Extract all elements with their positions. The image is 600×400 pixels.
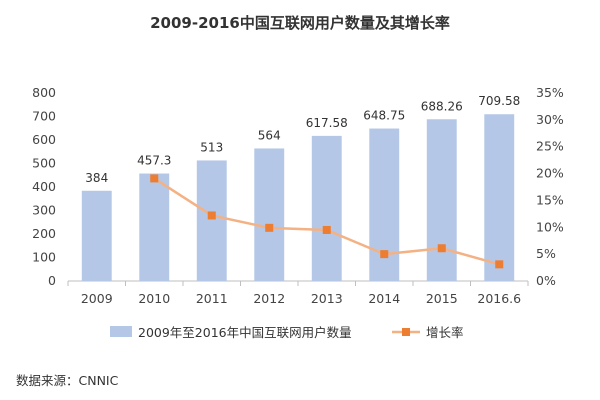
x-tick-label: 2013 <box>311 291 343 306</box>
growth-point <box>495 260 504 269</box>
y-right-tick-label: 30% <box>536 112 564 127</box>
chart-axes: 0 100 200 300 400 500 600 700 800 0% 5% 10% 15% 20% 25… <box>32 85 564 306</box>
growth-point <box>437 244 446 253</box>
bar-data-label: 648.75 <box>363 109 405 123</box>
bar-data-label: 709.58 <box>478 94 520 108</box>
x-tick-label: 2009 <box>81 291 113 306</box>
growth-point <box>265 223 274 232</box>
y-right-tick-label: 35% <box>536 85 564 100</box>
y-right-tick-label: 15% <box>536 192 564 207</box>
growth-line-series <box>150 174 504 269</box>
legend: 2009年至2016年中国互联网用户数量 增长率 <box>110 325 464 340</box>
bar <box>311 135 342 281</box>
bar-series <box>81 114 515 281</box>
y-right-tick-label: 0% <box>536 273 556 288</box>
bar-data-label: 457.3 <box>137 154 171 168</box>
source-note: 数据来源：CNNIC <box>16 373 119 388</box>
chart-title: 2009-2016中国互联网用户数量及其增长率 <box>150 14 450 32</box>
x-tick-label: 2015 <box>426 291 458 306</box>
y-left-tick-label: 200 <box>32 226 56 241</box>
bar-data-label: 384 <box>85 171 108 185</box>
y-left-tick-label: 100 <box>32 250 56 265</box>
y-right-tick-label: 20% <box>536 166 564 181</box>
legend-bar-swatch <box>110 326 132 337</box>
bar-data-label: 513 <box>200 140 223 154</box>
growth-point <box>380 250 389 259</box>
bar <box>484 114 515 281</box>
x-tick-label: 2014 <box>368 291 400 306</box>
y-left-tick-label: 500 <box>32 156 56 171</box>
bar <box>196 160 227 281</box>
bar <box>139 173 170 281</box>
growth-point <box>150 174 159 183</box>
y-left-tick-label: 800 <box>32 85 56 100</box>
x-tick-label: 2011 <box>196 291 228 306</box>
legend-bar-label: 2009年至2016年中国互联网用户数量 <box>138 325 352 340</box>
y-right-tick-label: 10% <box>536 219 564 234</box>
y-left-tick-label: 700 <box>32 109 56 124</box>
growth-point <box>207 211 216 220</box>
bar <box>426 119 457 281</box>
legend-line-marker <box>402 328 410 336</box>
y-left-tick-label: 0 <box>48 273 56 288</box>
legend-line-label: 增长率 <box>426 325 464 340</box>
x-tick-label: 2012 <box>253 291 285 306</box>
bar-data-label: 617.58 <box>306 116 348 130</box>
y-right-tick-label: 25% <box>536 139 564 154</box>
x-tick-label: 2016.6 <box>477 291 521 306</box>
bar-data-label: 688.26 <box>421 99 463 113</box>
data-labels: 384 457.3 513 564 617.58 648.75 688.26 709.58 <box>85 94 520 185</box>
y-right-tick-label: 5% <box>536 246 556 261</box>
bar <box>81 190 112 281</box>
y-left-tick-label: 400 <box>32 179 56 194</box>
growth-point <box>322 225 331 234</box>
bar-data-label: 564 <box>258 128 281 142</box>
y-left-tick-label: 600 <box>32 132 56 147</box>
bar <box>254 148 285 281</box>
x-tick-label: 2010 <box>138 291 170 306</box>
y-left-tick-label: 300 <box>32 203 56 218</box>
